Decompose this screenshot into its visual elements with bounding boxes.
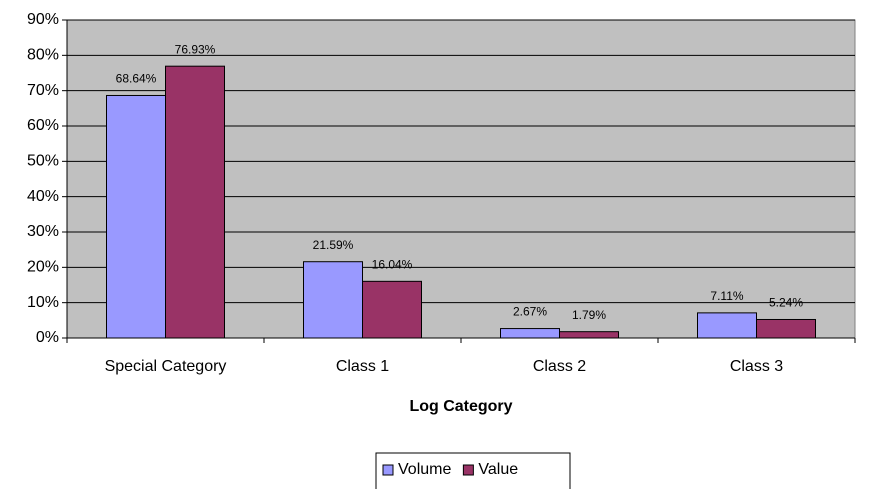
bar xyxy=(697,312,757,339)
data-label: 2.67% xyxy=(513,305,547,319)
data-label: 1.79% xyxy=(572,308,606,322)
y-tick-label: 40% xyxy=(27,188,59,205)
x-tick-label: Class 3 xyxy=(730,358,783,375)
bar xyxy=(303,261,363,339)
bar xyxy=(362,280,422,339)
bar xyxy=(165,65,225,339)
bar xyxy=(106,94,166,339)
y-tick-label: 60% xyxy=(27,117,59,134)
y-tick-label: 90% xyxy=(27,11,59,28)
legend-label: Value xyxy=(478,461,518,478)
x-tick-label: Special Category xyxy=(105,358,227,375)
data-label: 7.11% xyxy=(710,289,743,303)
y-tick-label: 30% xyxy=(27,223,59,240)
legend-swatch xyxy=(382,464,394,476)
y-tick-label: 10% xyxy=(27,294,59,311)
legend-label: Volume xyxy=(398,461,451,478)
y-tick-label: 70% xyxy=(27,82,59,99)
y-tick-label: 0% xyxy=(36,329,59,346)
x-tick-label: Class 2 xyxy=(533,358,586,375)
data-label: 76.93% xyxy=(175,42,216,56)
y-tick-label: 20% xyxy=(27,259,59,276)
data-label: 5.24% xyxy=(769,296,803,310)
x-axis-title: Log Category xyxy=(409,398,512,415)
bar xyxy=(559,331,619,339)
y-tick-label: 50% xyxy=(27,153,59,170)
x-tick-label: Class 1 xyxy=(336,358,389,375)
legend-swatch xyxy=(462,464,474,476)
y-tick-label: 80% xyxy=(27,47,59,64)
data-label: 68.64% xyxy=(116,72,157,86)
data-label: 21.59% xyxy=(313,238,354,252)
data-label: 16.04% xyxy=(372,257,413,271)
bar xyxy=(500,328,560,339)
bar xyxy=(756,318,816,339)
